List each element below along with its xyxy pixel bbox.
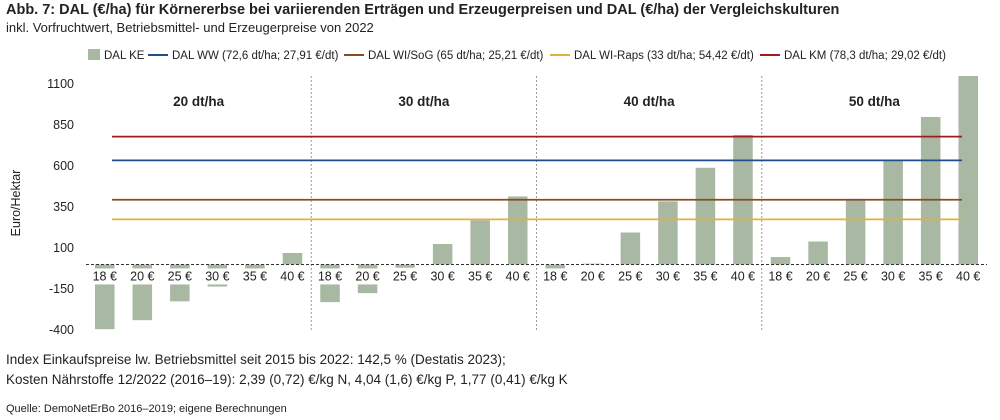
y-tick-label: -150: [49, 282, 74, 296]
category-label: 25 €: [393, 269, 417, 283]
bar: [545, 264, 566, 272]
bar: [920, 116, 941, 265]
y-tick-label: 850: [53, 118, 74, 132]
bar: [808, 241, 828, 265]
category-label-bg: [425, 268, 460, 285]
bar: [395, 264, 415, 268]
bar: [958, 76, 978, 265]
bar: [658, 201, 678, 265]
chart-title: Abb. 7: DAL (€/ha) für Körnererbse bei v…: [6, 2, 840, 18]
footnote-nutrient-costs: Kosten Nährstoffe 12/2022 (2016–19): 2,3…: [6, 372, 568, 387]
category-label-bg: [200, 268, 235, 285]
category-label-bg: [613, 268, 648, 285]
bar: [245, 264, 265, 270]
group-label: 30 dt/ha: [398, 94, 450, 109]
category-label: 18 €: [318, 269, 342, 283]
source-note: Quelle: DemoNetErBo 2016–2019; eigene Be…: [6, 403, 287, 415]
category-label: 30 €: [881, 269, 905, 283]
category-label-bg: [237, 268, 272, 285]
chart-subtitle: inkl. Vorfruchtwert, Betriebsmittel- und…: [6, 20, 374, 35]
category-label-bg: [500, 268, 535, 285]
y-axis-label: Euro/Hektar: [9, 170, 23, 237]
category-label-bg: [725, 268, 760, 285]
category-label-bg: [575, 268, 610, 285]
category-label: 20 €: [806, 269, 830, 283]
legend-label: DAL WI-Raps (33 dt/ha; 54,42 €/dt): [574, 50, 754, 62]
bar: [507, 196, 528, 265]
legend-swatch-dal-ke: [88, 49, 100, 60]
legend-label: DAL KM (78,3 dt/ha; 29,02 €/dt): [784, 50, 946, 62]
category-label: 25 €: [618, 269, 642, 283]
category-label: 40 €: [731, 269, 755, 283]
chart-area: DAL KE DAL WW (72,6 dt/ha; 27,91 €/dt) DAL…: [9, 49, 987, 337]
category-label: 35 €: [693, 269, 717, 283]
category-label: 35 €: [919, 269, 943, 283]
bar: [282, 252, 303, 265]
category-label-bg: [125, 268, 160, 285]
category-label-bg: [275, 268, 310, 285]
group-label: 20 dt/ha: [173, 94, 225, 109]
group-label: 50 dt/ha: [849, 94, 901, 109]
category-label-bg: [87, 268, 122, 285]
bar: [845, 198, 866, 265]
category-label: 20 €: [355, 269, 379, 283]
y-tick-label: 100: [53, 241, 74, 255]
category-label-bg: [388, 268, 423, 285]
category-label: 30 €: [205, 269, 229, 283]
category-label: 40 €: [280, 269, 304, 283]
bar: [695, 167, 716, 265]
category-label-bg: [838, 268, 873, 285]
category-label-bg: [350, 268, 385, 285]
category-label: 18 €: [543, 269, 567, 283]
category-label: 30 €: [430, 269, 454, 283]
legend-label: DAL KE: [104, 50, 145, 62]
legend-label: DAL WW (72,6 dt/ha; 27,91 €/dt): [172, 50, 339, 62]
category-label-bg: [688, 268, 723, 285]
category-label-bg: [951, 268, 986, 285]
category-label: 18 €: [768, 269, 792, 283]
y-tick-label: -400: [49, 323, 74, 337]
category-label: 18 €: [93, 269, 117, 283]
legend-label: DAL WI/SoG (65 dt/ha; 25,21 €/dt): [368, 50, 544, 62]
category-label: 35 €: [468, 269, 492, 283]
category-label-bg: [538, 268, 573, 285]
category-label-bg: [650, 268, 685, 285]
y-tick-label: 350: [53, 200, 74, 214]
category-label: 40 €: [506, 269, 530, 283]
bar: [470, 220, 490, 265]
bar: [620, 232, 641, 265]
category-label-bg: [876, 268, 911, 285]
category-label-bg: [913, 268, 948, 285]
y-tick-label: 600: [53, 159, 74, 173]
category-label: 20 €: [581, 269, 605, 283]
footnote-index: Index Einkaufspreise lw. Betriebsmittel …: [6, 352, 506, 367]
category-label: 35 €: [243, 269, 267, 283]
category-label: 40 €: [956, 269, 980, 283]
y-tick-label: 1100: [47, 77, 74, 91]
group-label: 40 dt/ha: [624, 94, 676, 109]
category-label: 20 €: [130, 269, 154, 283]
category-label-bg: [763, 268, 798, 285]
bar: [770, 257, 791, 265]
category-label: 30 €: [656, 269, 680, 283]
category-label: 25 €: [168, 269, 192, 283]
bar: [883, 159, 903, 265]
category-label-bg: [162, 268, 197, 285]
category-label-bg: [463, 268, 498, 285]
category-label: 25 €: [843, 269, 867, 283]
category-label-bg: [313, 268, 348, 285]
category-label-bg: [801, 268, 836, 285]
bar: [432, 243, 453, 265]
